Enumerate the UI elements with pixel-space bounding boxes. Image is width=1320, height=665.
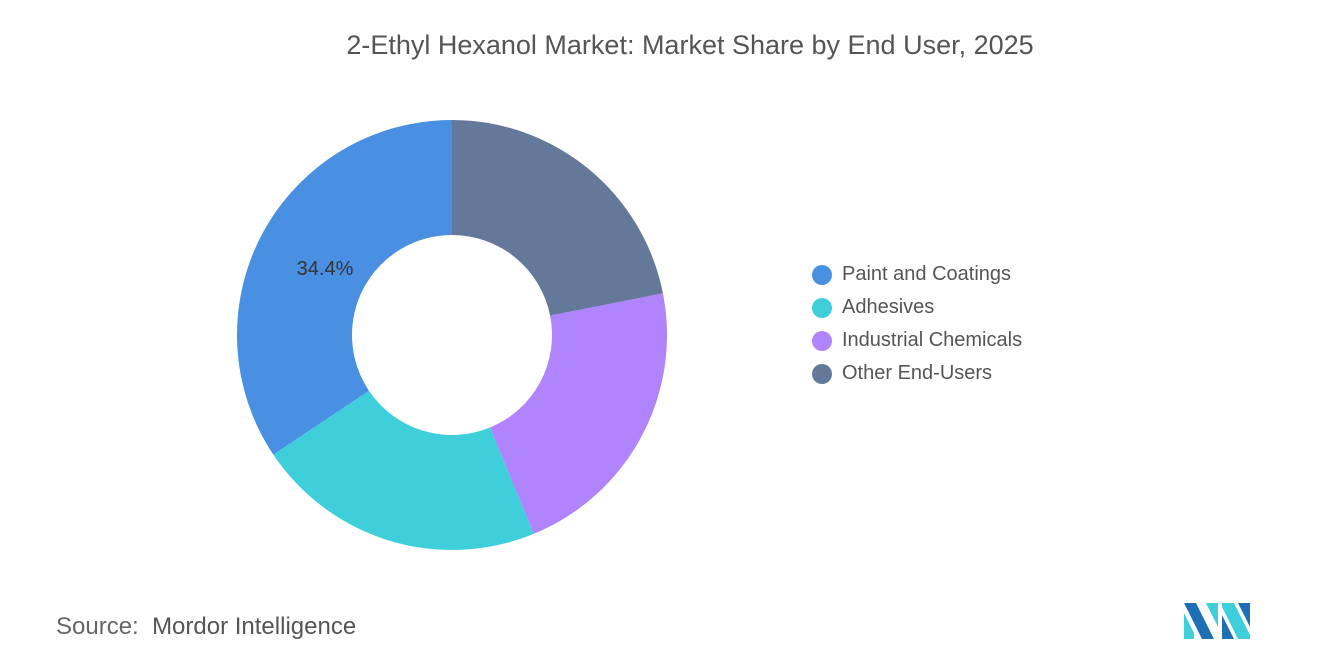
legend: Paint and Coatings Adhesives Industrial … <box>812 258 1022 390</box>
slice-adhesives <box>273 390 534 551</box>
legend-swatch <box>812 330 832 351</box>
legend-swatch <box>812 363 832 384</box>
slice-industrial-chemicals <box>489 293 667 534</box>
legend-swatch <box>812 297 832 318</box>
source-text: Mordor Intelligence <box>152 613 357 640</box>
legend-swatch <box>812 264 832 285</box>
chart-title: 2-Ethyl Hexanol Market: Market Share by … <box>346 30 1034 60</box>
legend-item: Other End-Users <box>812 357 1022 390</box>
legend-label: Other End-Users <box>842 362 993 384</box>
data-label: 34.4% <box>297 258 354 280</box>
legend-label: Adhesives <box>842 296 935 318</box>
slice-other-end-users <box>452 120 663 316</box>
legend-label: Paint and Coatings <box>842 263 1012 285</box>
legend-item: Industrial Chemicals <box>812 324 1022 357</box>
legend-label: Industrial Chemicals <box>842 329 1023 351</box>
source-note: Source: Mordor Intelligence <box>56 613 356 641</box>
slice-paint-and-coatings <box>236 120 452 455</box>
legend-item: Paint and Coatings <box>812 258 1022 291</box>
source-label: Source: <box>56 613 139 640</box>
legend-item: Adhesives <box>812 291 1022 324</box>
mordor-intelligence-logo <box>1184 603 1250 639</box>
